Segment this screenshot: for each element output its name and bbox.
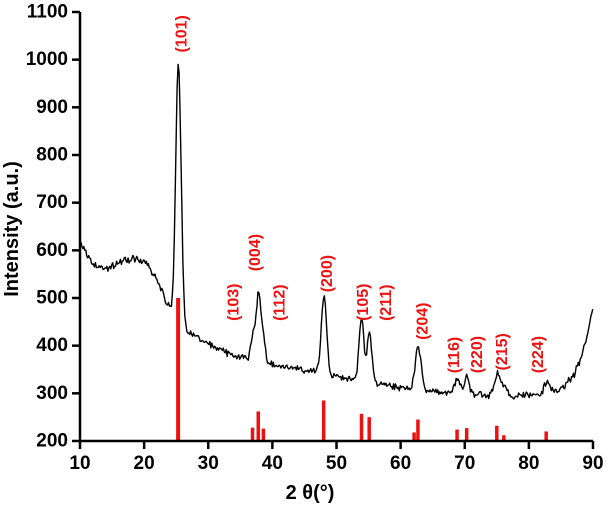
x-tick-label: 90 xyxy=(582,453,603,474)
x-axis-title: 2 θ(°) xyxy=(285,482,335,504)
y-tick-label: 300 xyxy=(36,383,68,404)
peak-label: (105) xyxy=(355,284,372,321)
x-tick-label: 20 xyxy=(134,453,155,474)
peak-label: (224) xyxy=(530,336,547,373)
y-tick-label: 1000 xyxy=(26,49,68,70)
x-tick-label: 40 xyxy=(262,453,283,474)
x-tick-label: 80 xyxy=(518,453,539,474)
y-tick-label: 400 xyxy=(36,335,68,356)
y-tick-label: 200 xyxy=(36,431,68,452)
peak-label: (211) xyxy=(378,284,395,320)
y-axis-title: Intensity (a.u.) xyxy=(1,161,23,297)
x-tick-label: 10 xyxy=(69,453,90,474)
peak-label: (112) xyxy=(272,284,289,320)
x-tick-label: 50 xyxy=(326,453,347,474)
peak-label: (204) xyxy=(415,303,432,340)
x-tick-label: 60 xyxy=(390,453,411,474)
peak-label: (101) xyxy=(174,15,191,52)
y-tick-label: 800 xyxy=(36,145,68,166)
y-tick-label: 500 xyxy=(36,288,68,309)
y-tick-label: 600 xyxy=(36,240,68,261)
peak-label: (220) xyxy=(469,336,486,373)
peak-label: (004) xyxy=(247,234,264,271)
x-tick-label: 70 xyxy=(454,453,475,474)
xrd-curve xyxy=(79,63,594,400)
x-tick-label: 30 xyxy=(198,453,219,474)
y-tick-label: 700 xyxy=(36,192,68,213)
peak-label: (215) xyxy=(494,333,511,370)
peak-label: (116) xyxy=(446,337,463,373)
peak-label: (103) xyxy=(225,284,242,321)
y-tick-label: 900 xyxy=(36,97,68,118)
y-tick-label: 1100 xyxy=(27,2,68,23)
peak-label: (200) xyxy=(319,255,336,292)
